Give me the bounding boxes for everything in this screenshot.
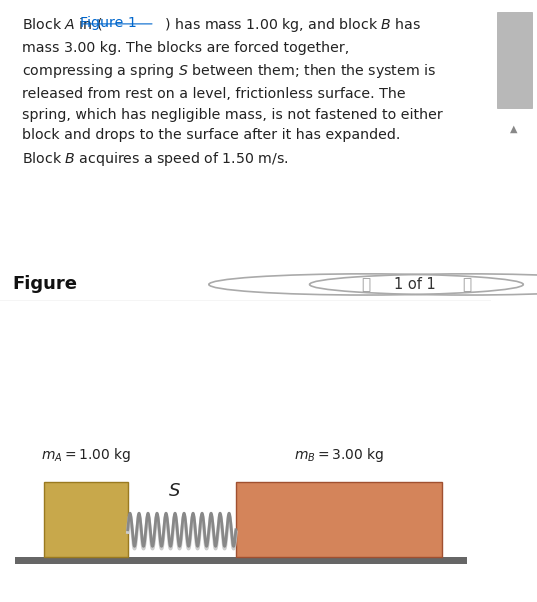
Text: $m_B = 3.00$ kg: $m_B = 3.00$ kg — [294, 445, 384, 464]
Text: Figure 1: Figure 1 — [80, 16, 137, 30]
Text: 1 of 1: 1 of 1 — [394, 277, 436, 292]
Text: 〈: 〈 — [361, 277, 371, 292]
Bar — [14, 557, 467, 565]
Text: Block $A$ in (              ) has mass 1.00 kg, and block $B$ has
mass 3.00 kg. : Block $A$ in ( ) has mass 1.00 kg, and b… — [22, 16, 443, 168]
Text: ▲: ▲ — [511, 123, 518, 134]
Text: $m_A = 1.00$ kg: $m_A = 1.00$ kg — [41, 445, 131, 464]
Text: 〉: 〉 — [462, 277, 471, 292]
Bar — [497, 12, 532, 108]
Bar — [44, 482, 128, 557]
Text: $S$: $S$ — [168, 482, 181, 500]
Bar — [236, 482, 442, 557]
Text: Figure: Figure — [12, 276, 77, 293]
